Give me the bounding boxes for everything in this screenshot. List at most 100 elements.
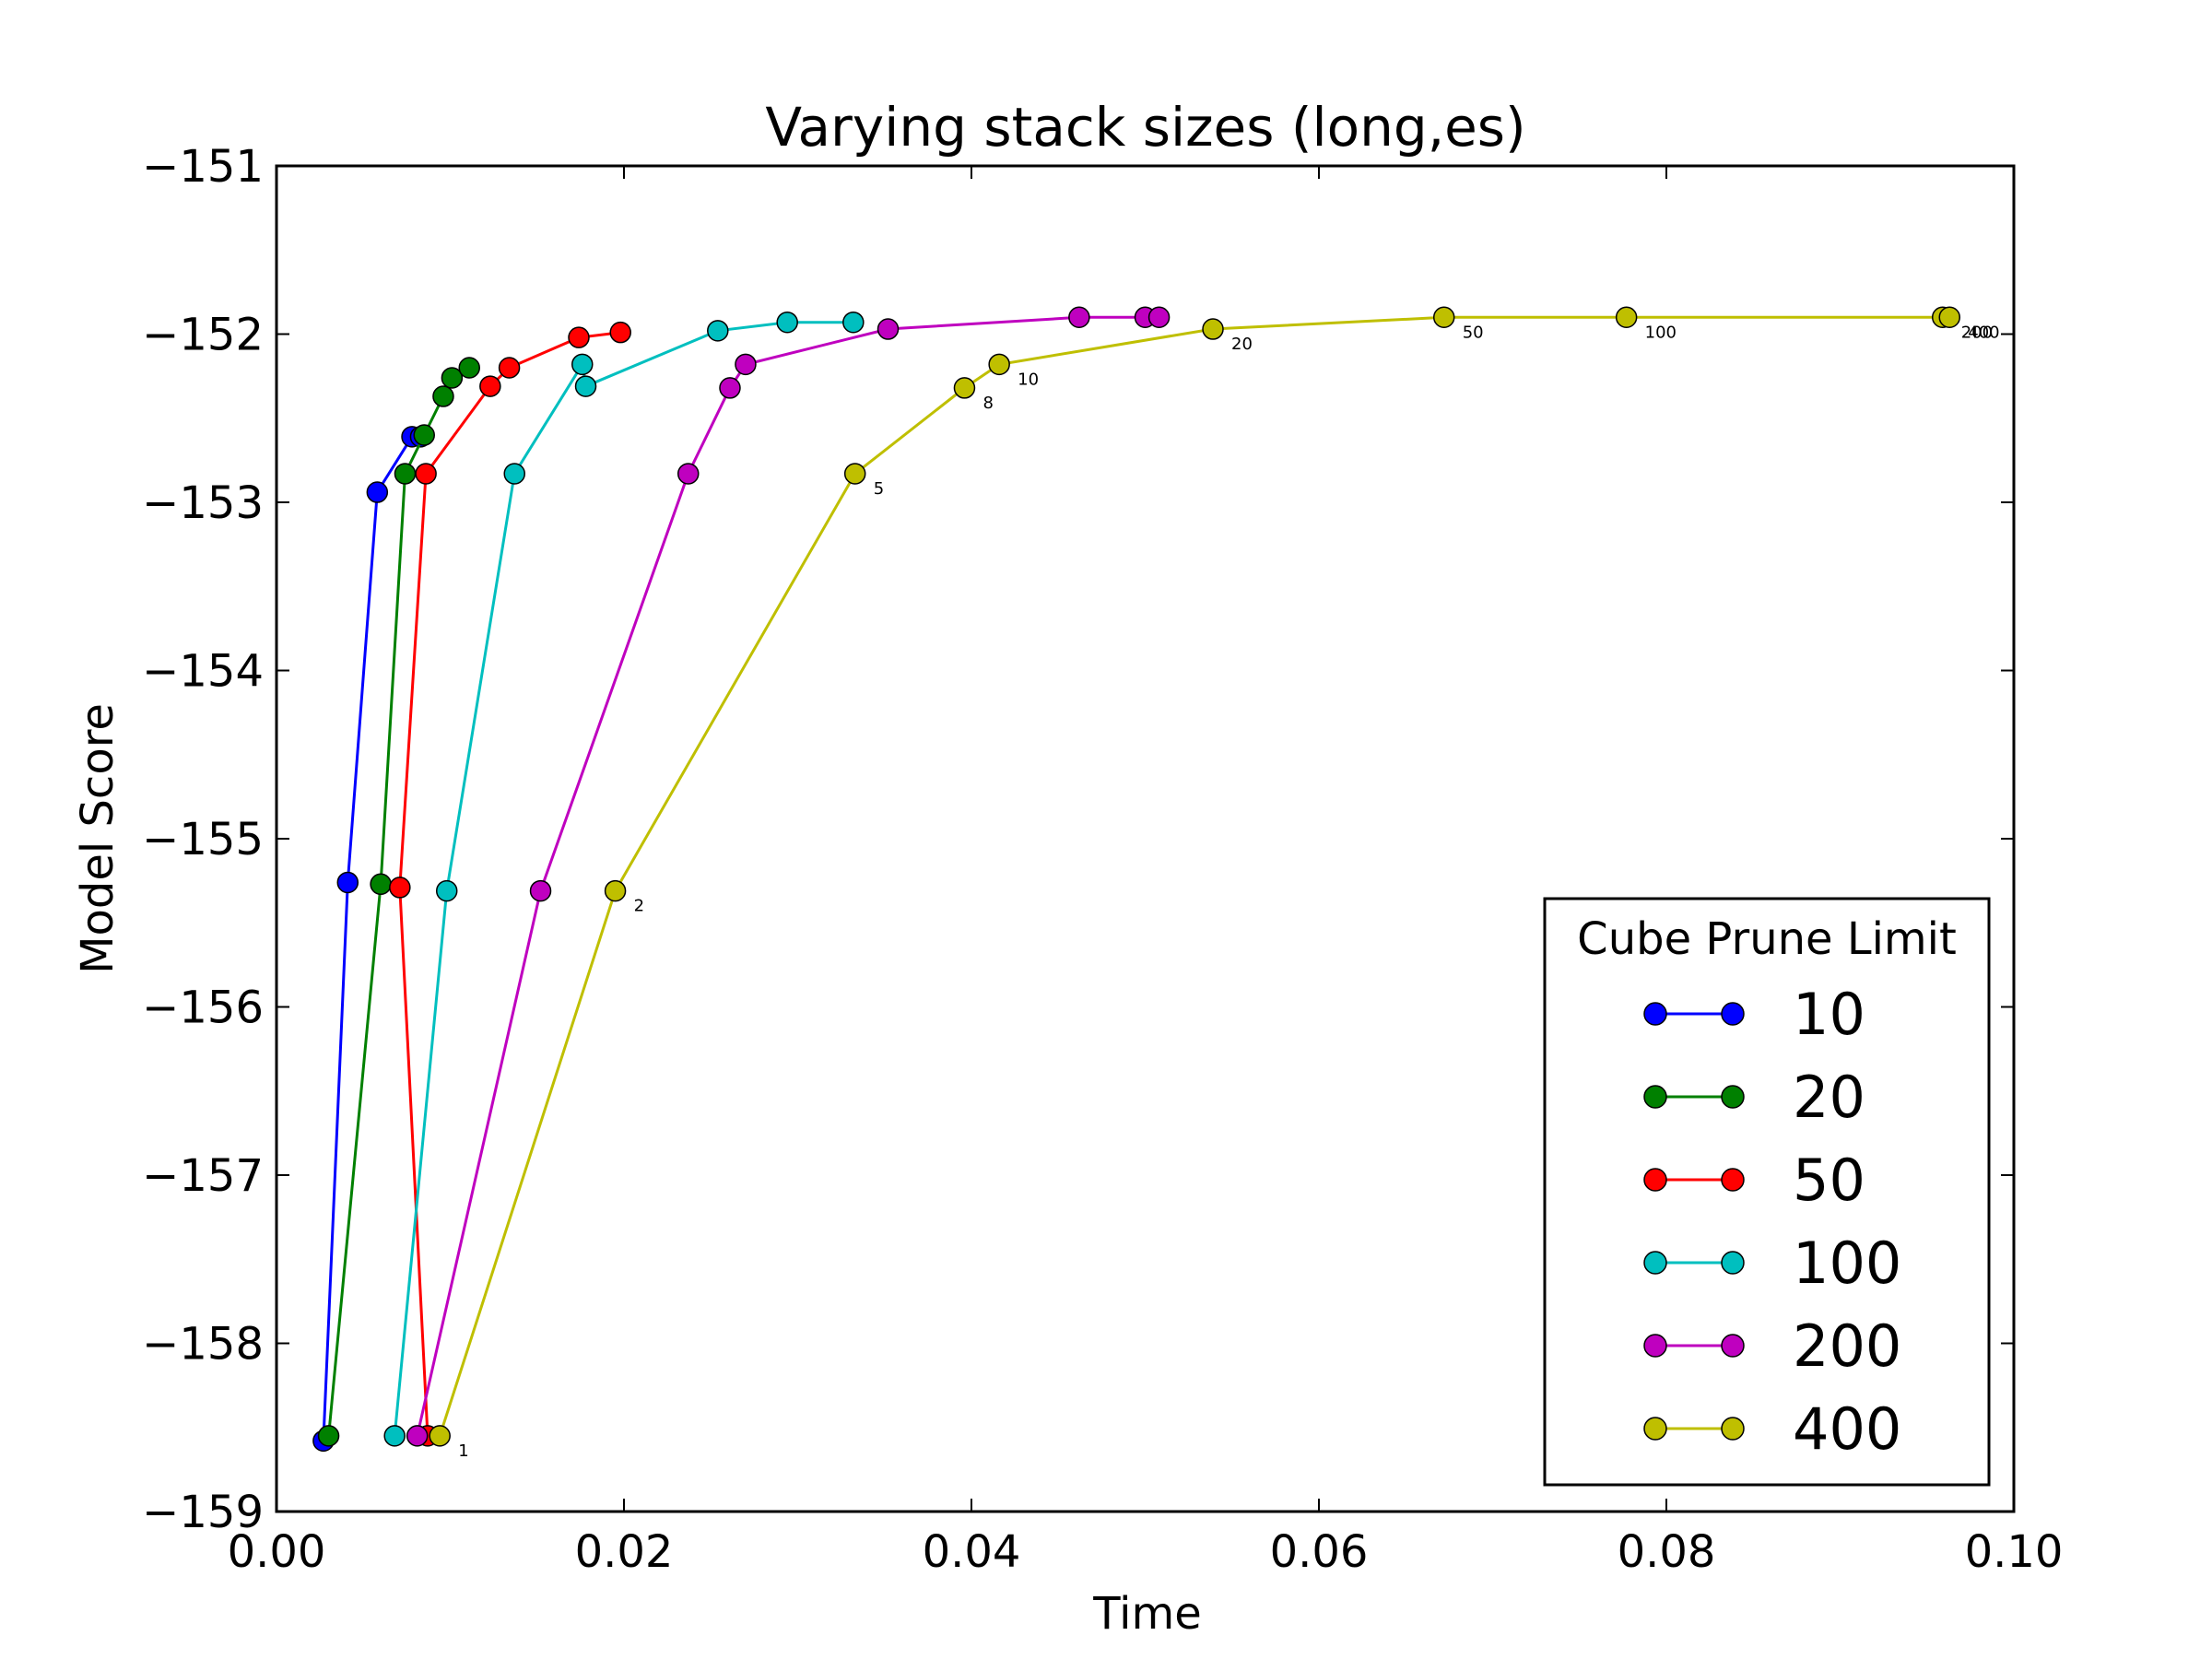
legend-label: 100 [1793,1230,1901,1297]
data-point-400 [843,463,866,485]
data-point-400 [604,879,627,902]
data-point-20 [370,873,392,896]
x-tick-label: 0.10 [1965,1526,2064,1578]
legend-marker [1643,1168,1667,1192]
legend-marker [1721,1251,1745,1275]
data-point-200 [1147,306,1171,328]
data-point-400 [953,377,976,399]
legend-marker [1643,1085,1667,1109]
y-tick-label: −155 [142,814,264,865]
data-point-400 [1202,318,1224,340]
x-tick-label: 0.02 [575,1526,674,1578]
data-point-200 [677,463,700,485]
y-tick-label: −151 [142,141,264,193]
series-50 [389,321,631,1447]
data-point-200 [529,879,552,902]
data-point-100 [707,320,729,342]
data-point-100 [842,311,865,334]
legend-marker [1643,1417,1667,1441]
legend-item-50: 50 [1643,1147,1865,1214]
y-tick-label: −152 [142,310,264,361]
legend-marker [1721,1334,1745,1358]
x-axis-label: Time [1092,1588,1201,1640]
legend-item-400: 400 [1643,1395,1901,1463]
y-tick-label: −158 [142,1319,264,1371]
point-label: 1 [458,1441,468,1461]
legend-item-200: 200 [1643,1312,1901,1380]
data-point-100 [435,879,458,902]
y-tick-label: −153 [142,477,264,529]
data-point-100 [571,353,594,376]
data-point-50 [415,463,437,485]
data-point-50 [389,877,411,899]
data-point-100 [776,311,798,334]
point-label: 20 [1231,335,1253,354]
series-100 [383,311,865,1447]
data-point-20 [441,367,464,389]
legend: Cube Prune Limit 10 20 50 100 200 400 [1543,897,1991,1487]
y-axis-label: Model Score [72,703,124,974]
y-tick-label: −157 [142,1150,264,1202]
y-tick-label: −159 [142,1487,264,1538]
data-point-200 [719,377,741,399]
legend-title: Cube Prune Limit [1577,913,1957,965]
legend-label: 400 [1793,1395,1901,1463]
data-point-200 [406,1425,429,1447]
data-point-400 [988,353,1010,376]
series-20 [317,357,480,1447]
legend-marker [1721,1417,1745,1441]
data-point-400 [1938,306,1961,328]
point-label: 400 [1968,323,1999,342]
legend-marker [1643,1334,1667,1358]
data-point-50 [568,326,590,348]
legend-marker [1721,1168,1745,1192]
data-point-200 [735,353,757,376]
series-line-100 [393,321,853,1437]
data-point-20 [458,357,480,379]
x-tick-label: 0.08 [1618,1526,1716,1578]
data-point-10 [366,481,389,503]
data-point-100 [574,375,597,397]
point-label: 200 [1961,323,1993,342]
series-line-400 [438,315,1950,1437]
legend-item-100: 100 [1643,1230,1901,1297]
x-tick-label: 0.04 [923,1526,1021,1578]
legend-item-20: 20 [1643,1064,1865,1131]
data-point-50 [609,321,631,344]
x-tick-label: 0.00 [228,1526,326,1578]
point-label: 100 [1645,323,1677,342]
data-point-20 [432,385,454,407]
data-point-20 [317,1425,340,1447]
legend-label: 50 [1793,1147,1865,1214]
data-point-400 [429,1425,451,1447]
y-tick-label: −154 [142,646,264,698]
legend-box [1543,897,1991,1487]
data-point-100 [503,463,525,485]
point-label: 5 [874,479,884,499]
axes: 0.00 0.02 0.04 0.06 0.08 0.10 −159 −158 −157 −156… [142,141,2063,1578]
series-200 [406,306,1171,1447]
point-label: 8 [982,394,993,413]
point-label: 10 [1018,370,1039,389]
legend-label: 10 [1793,981,1865,1048]
chart-title: Varying stack sizes (long,es) [765,96,1525,159]
point-label: 2 [634,897,644,916]
legend-marker [1643,1251,1667,1275]
legend-marker [1721,1002,1745,1026]
legend-marker [1721,1085,1745,1109]
data-point-400 [1432,306,1455,328]
data-point-200 [877,318,900,340]
data-point-100 [383,1425,406,1447]
legend-marker [1643,1002,1667,1026]
data-point-50 [479,375,501,397]
data-point-200 [1068,306,1090,328]
legend-label: 20 [1793,1064,1865,1131]
point-label: 50 [1463,323,1484,342]
legend-items: 10 20 50 100 200 400 [1643,981,1901,1463]
data-point-20 [413,424,435,446]
data-point-20 [394,463,417,485]
data-point-50 [498,357,521,379]
